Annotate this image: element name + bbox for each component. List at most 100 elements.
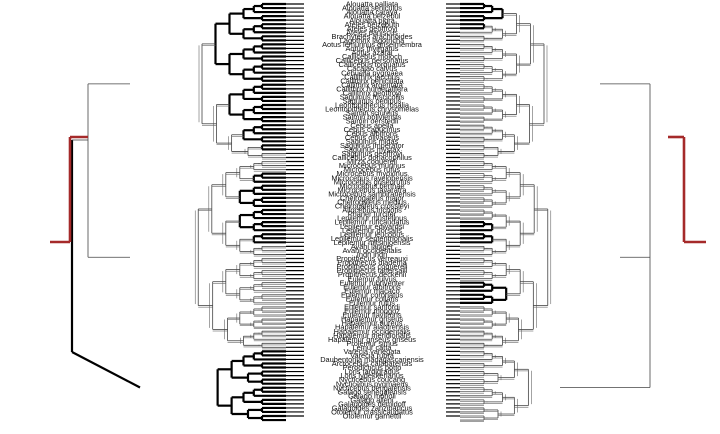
taxon-label: Lepilemur ruficaudatus [335,218,410,227]
taxon-label: Saguinus mystax [344,145,401,154]
taxon-label: Alouatta belzebul [344,12,401,21]
taxon-label: Callicebus donacophilus [332,153,412,162]
taxon-label: Avahi occidentalis [342,246,401,255]
taxon-label: Cebus capucinus [344,125,401,134]
taxon-label: Callithrix humeralifera [336,84,408,93]
taxon-label: Mirza coquereli [347,157,397,166]
taxon-label: Eulemur mongoz [344,307,400,316]
taxon-label: Otolemur garnettii [343,412,402,421]
taxon-label: Callithrix argentata [341,80,404,89]
left-phylogenetic-tree [50,2,304,422]
taxon-label: Microcebus griseorufus [334,177,411,186]
taxon-label: Aotus trivirgatus [346,44,399,53]
taxon-label: Saguinus geoffroyi [341,149,402,158]
taxon-label: Hapalemur griseus griseus [328,335,416,344]
taxon-label: Propithecus verreauxi [336,254,408,263]
taxon-label: Alouatta caraya [346,8,398,17]
taxon-label: Avahi laniger [351,242,394,251]
taxon-label: Propithecus deckenii [338,270,407,279]
taxon-label: Galago alleni [350,395,394,404]
taxon-label: Cacajao calvus [347,64,397,73]
taxon-label: Varecia variegata [344,347,402,356]
taxon-label: Eulemur flavifrons [342,311,401,320]
taxon-label: Hapalemur griseus [341,315,403,324]
taxon-label: Eulemur sanfordi [344,303,400,312]
taxon-label: Hapalemur occidentalis [334,327,411,336]
taxon-label: Eulemur macaco [344,286,399,295]
taxon-label: Lepilemur mustelinus [337,214,407,223]
taxon-label: Indri indri [357,250,388,259]
taxon-label: Lagothrix lagotricha [340,36,405,45]
taxon-label: Eulemur collaris [346,294,399,303]
taxon-label: Ateles paniscus [346,28,398,37]
taxon-label: Allocebus trichotis [342,206,402,215]
taxon-label: Hapalemur meridionalis [333,331,411,340]
taxon-label: Saguinus fuscicollis [340,93,405,102]
taxon-label: Saguinus midas [346,137,399,146]
taxon-label: Callicebus torquatus [339,60,406,69]
taxon-label: Cebus apella [350,121,394,130]
taxon-label: Cebus albifrons [346,129,398,138]
taxon-label: Microcebus ravelobensis [331,173,413,182]
taxon-label: Perodicticus potto [343,363,402,372]
taxon-label: Ateles geoffroyi [347,24,398,33]
taxon-label: Leontopithecus chrysomelas [325,105,419,114]
taxon-label: Callicebus moloch [342,52,402,61]
taxon-label: Loris lydekkerianus [340,371,404,380]
taxon-label: Nycticebus coucang [339,375,405,384]
taxon-label: Lepilemur leucopus [340,230,404,239]
tree-branch [71,351,141,389]
taxon-label: Daubentonia madagascariensis [320,355,424,364]
taxon-label: Eulemur rubriventer [340,278,405,287]
taxon-label: Eulemur fulvus [348,274,397,283]
taxon-label: Hapalemur alaotrensis [335,323,409,332]
taxon-label: Galago senegalensis [337,387,406,396]
taxon-label: Cebuella pygmaea [341,68,404,77]
taxon-label: Lepilemur edwardsi [340,222,404,231]
taxon-label: Lepilemur septentrionalis [331,234,413,243]
taxon-label: Saimiri sciureus [346,109,398,118]
taxon-label: Galago moholi [348,391,396,400]
taxon-label: Prolemur simus [346,339,398,348]
taxon-label: Lepilemur mitsinjoensis [334,238,411,247]
taxon-label: Cebus olivaceus [345,133,400,142]
taxon-label: Propithecus diadema [337,258,407,267]
taxon-label: Cheirogaleus major [340,193,405,202]
taxon-label: Hapalemur aureus [342,319,403,328]
taxon-label: Microcebus tavaratra [337,185,407,194]
taxon-label: Arctocebus calabarensis [332,359,413,368]
taxon-label: Cheirogaleus crossleyi [335,202,410,211]
taxon-label: Varecia rubra [350,351,395,360]
taxon-label: Callicebus personatus [336,56,409,65]
taxon-label: Nycticebus pygmaeus [336,379,409,388]
taxon-label: Galagoides demidoff [338,399,407,408]
right-phylogenetic-tree [446,2,706,422]
taxon-label: Saimiri boliviensis [343,113,402,122]
taxon-label: Leontopithecus rosalia [335,101,410,110]
taxon-label: Phaner furcifer [348,210,397,219]
taxon-label: Alouatta pigra [349,16,395,25]
taxon-label: Aotus lemurinus griseimembra [322,40,423,49]
taxon-label: Lepilemur dorsalis [342,226,402,235]
taxon-label: Callithrix geoffroyi [343,88,402,97]
taxon-label: Callithrix jacchus [344,72,400,81]
taxon-label: Loris tardigradus [344,367,399,376]
taxon-label: Alouatta palliata [346,0,399,9]
taxon-label: Microcebus sambiranensis [328,189,416,198]
taxon-label: Propithecus coquereli [336,262,407,271]
taxon-label: Ateles belzebuth [345,20,400,29]
taxon-label: Callithrix penicillata [340,76,404,85]
taxon-label: Microcebus myoxinus [336,169,407,178]
taxon-label: Eulemur albifrons [343,282,401,291]
taxon-label: Lemur catta [352,343,392,352]
taxon-label: Eulemur coronatus [341,290,403,299]
taxon-label: Microcebus berthae [340,181,405,190]
taxon-label: Cheirogaleus medius [337,198,407,207]
taxon-label: Eulemur rufus [349,299,395,308]
taxon-label: Propithecus tattersalli [337,266,408,275]
taxon-label: Aotus azarai [351,48,392,57]
taxon-label: Brachyteles arachnoides [332,32,413,41]
taxon-label: Microcebus rufus [344,165,401,174]
